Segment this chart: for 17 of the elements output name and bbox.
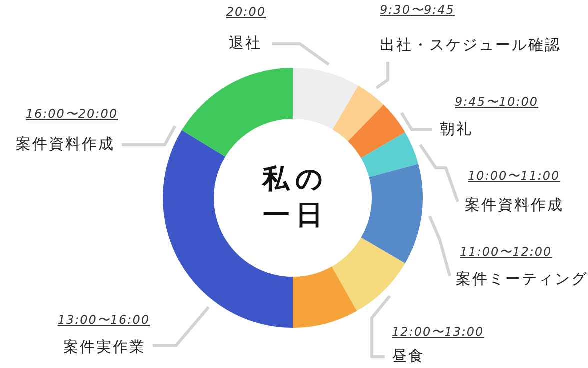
slice-label: 案件ミーティング xyxy=(456,270,588,288)
slice-label: 出社・スケジュール確認 xyxy=(380,36,562,54)
text: 13:00〜16:00 xyxy=(58,313,150,327)
text: 12:00〜13:00 xyxy=(392,325,484,339)
slice-label: 案件資料作成 xyxy=(465,196,564,214)
slice-label: 朝礼 xyxy=(440,120,473,138)
text: 16:00〜20:00 xyxy=(26,107,118,121)
text: 11:00〜12:00 xyxy=(460,245,552,259)
slice-label: 案件資料作成 xyxy=(16,135,115,154)
text: 私の一日 xyxy=(262,164,330,232)
slice-label: 案件実作業 xyxy=(64,338,146,356)
slice-label: 昼食 xyxy=(392,347,425,366)
text: 20:00 xyxy=(226,5,266,19)
text: 10:00〜11:00 xyxy=(468,169,560,183)
slice-label: 退社 xyxy=(229,34,262,52)
text: 9:30〜9:45 xyxy=(380,3,455,17)
text: 9:45〜10:00 xyxy=(455,95,539,109)
